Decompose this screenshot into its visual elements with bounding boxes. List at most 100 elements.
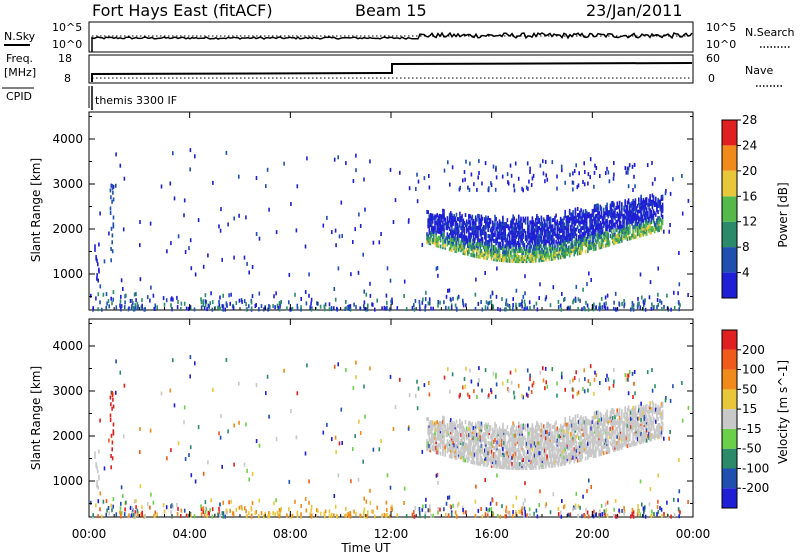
power-point bbox=[639, 305, 642, 310]
power-point bbox=[499, 235, 502, 240]
power-point bbox=[629, 236, 631, 241]
velocity-point bbox=[439, 441, 442, 446]
power-point bbox=[599, 174, 601, 178]
power-point bbox=[583, 161, 585, 166]
power-point bbox=[562, 252, 564, 257]
power-point bbox=[589, 219, 591, 224]
velocity-point bbox=[518, 427, 520, 432]
velocity-point bbox=[503, 435, 505, 439]
power-point bbox=[596, 219, 598, 224]
velocity-point bbox=[533, 435, 536, 440]
power-point bbox=[512, 307, 514, 312]
velocity-point bbox=[551, 439, 554, 444]
velocity-point bbox=[555, 446, 557, 451]
power-point bbox=[559, 227, 562, 231]
power-point bbox=[651, 181, 654, 186]
velocity-point bbox=[465, 454, 468, 459]
power-point bbox=[473, 225, 476, 230]
power-point bbox=[635, 218, 638, 223]
velocity-point bbox=[495, 444, 497, 449]
power-point bbox=[455, 245, 458, 250]
power-point bbox=[350, 272, 352, 277]
power-point bbox=[552, 285, 555, 290]
power-point bbox=[486, 252, 488, 257]
velocity-point bbox=[431, 445, 434, 449]
power-point bbox=[560, 164, 563, 169]
power-point bbox=[446, 232, 449, 237]
velocity-point bbox=[522, 435, 525, 440]
velocity-point bbox=[503, 443, 505, 448]
power-point bbox=[503, 258, 505, 263]
power-point bbox=[97, 307, 99, 312]
power-point bbox=[490, 254, 493, 259]
power-point bbox=[446, 218, 449, 223]
power-point bbox=[524, 291, 526, 296]
power-point bbox=[482, 225, 485, 230]
power-point bbox=[136, 301, 139, 306]
velocity-point bbox=[583, 440, 586, 445]
power-point bbox=[568, 208, 571, 213]
power-point bbox=[436, 229, 438, 234]
velocity-point bbox=[542, 424, 545, 429]
velocity-point bbox=[572, 421, 574, 426]
power-point bbox=[119, 299, 122, 304]
power-point bbox=[529, 259, 531, 263]
power-point bbox=[462, 178, 464, 183]
power-point bbox=[248, 270, 250, 275]
velocity-point bbox=[544, 440, 546, 445]
velocity-point bbox=[567, 444, 570, 449]
power-point bbox=[510, 230, 512, 235]
power-point bbox=[576, 247, 579, 252]
power-point bbox=[535, 258, 537, 263]
velocity-point bbox=[623, 438, 625, 443]
velocity-point bbox=[533, 457, 536, 462]
velocity-point bbox=[602, 424, 605, 429]
power-point bbox=[537, 242, 539, 247]
power-point bbox=[581, 216, 583, 220]
power-point bbox=[467, 242, 469, 246]
velocity-point bbox=[557, 456, 560, 461]
power-point bbox=[134, 306, 137, 311]
power-point bbox=[450, 229, 452, 234]
power-point bbox=[642, 224, 645, 229]
velocity-point bbox=[433, 433, 435, 438]
velocity-point bbox=[485, 456, 487, 461]
velocity-point bbox=[617, 412, 620, 417]
velocity-point bbox=[504, 451, 506, 456]
velocity-point bbox=[623, 424, 625, 429]
power-point bbox=[548, 247, 551, 252]
velocity-point bbox=[559, 434, 562, 438]
power-point bbox=[524, 303, 526, 308]
velocity-point bbox=[625, 436, 628, 441]
velocity-point bbox=[539, 434, 542, 439]
power-point bbox=[519, 242, 521, 247]
power-point bbox=[497, 247, 500, 252]
velocity-point bbox=[520, 464, 522, 469]
velocity-point bbox=[448, 440, 451, 444]
power-point bbox=[643, 207, 646, 212]
power-point bbox=[372, 240, 375, 245]
power-point bbox=[462, 228, 465, 233]
power-point bbox=[502, 240, 504, 244]
nsearch-tick-bottom: 10^0 bbox=[706, 38, 736, 51]
velocity-point bbox=[578, 458, 580, 463]
power-point bbox=[555, 221, 557, 226]
power-point bbox=[563, 238, 565, 243]
power-point bbox=[618, 204, 621, 209]
power-point bbox=[451, 217, 453, 222]
power-point bbox=[573, 215, 576, 220]
power-point bbox=[450, 237, 452, 242]
velocity-point bbox=[567, 438, 570, 443]
power-point bbox=[447, 160, 449, 165]
power-point bbox=[485, 215, 487, 220]
power-point bbox=[451, 213, 453, 218]
power-point bbox=[457, 233, 460, 238]
velocity-point bbox=[581, 423, 583, 427]
power-point bbox=[520, 222, 522, 227]
velocity-point bbox=[589, 443, 591, 448]
velocity-point bbox=[549, 449, 552, 454]
velocity-point bbox=[568, 452, 571, 457]
velocity-point bbox=[558, 428, 561, 433]
power-point bbox=[548, 216, 551, 221]
power-point bbox=[465, 229, 468, 234]
